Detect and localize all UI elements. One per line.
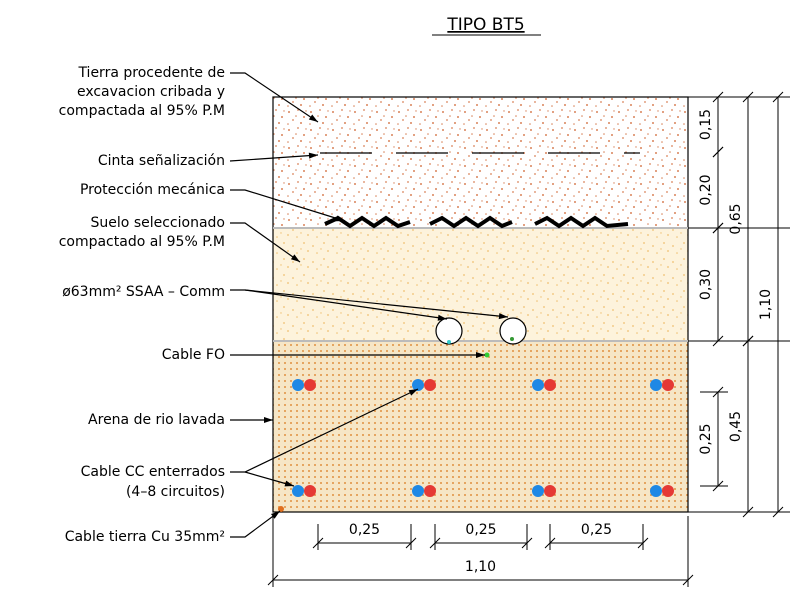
layer-topsoil xyxy=(273,97,688,228)
dimension-label: 1,10 xyxy=(758,289,774,320)
cable-pos xyxy=(662,485,674,497)
dimension-label: 0,25 xyxy=(581,522,612,538)
cable-neg xyxy=(292,379,304,391)
dimension-tick xyxy=(637,537,649,549)
dimension-tick xyxy=(544,537,556,549)
dimension-tick xyxy=(742,506,754,518)
label: Cable CC enterrados xyxy=(81,464,225,480)
cable-pos xyxy=(424,379,436,391)
dimension-tick xyxy=(405,537,417,549)
leader-line xyxy=(230,189,346,222)
title: TIPO BT5 xyxy=(446,15,524,35)
cable-pos xyxy=(544,379,556,391)
label: Protección mecánica xyxy=(80,182,225,198)
leader-line xyxy=(230,72,319,123)
label: compactado al 95% P.M xyxy=(59,234,225,250)
cable-pos xyxy=(662,379,674,391)
label: ø63mm² SSAA – Comm xyxy=(62,284,225,300)
cable-neg xyxy=(412,485,424,497)
dimension-tick xyxy=(712,335,724,347)
cable-neg xyxy=(532,379,544,391)
dimension-tick xyxy=(772,506,784,518)
dimension-label: 0,45 xyxy=(728,411,744,442)
cable-neg xyxy=(292,485,304,497)
dimension-tick xyxy=(712,146,724,158)
dimension-tick xyxy=(712,222,724,234)
arrowhead xyxy=(308,114,318,122)
dimension-tick xyxy=(712,91,724,103)
label: Cable FO xyxy=(162,347,225,363)
cable-neg xyxy=(532,485,544,497)
dimension-tick xyxy=(772,91,784,103)
leader-line xyxy=(244,289,509,318)
arrowhead xyxy=(498,313,508,320)
dimension-tick xyxy=(712,480,724,492)
label: Arena de rio lavada xyxy=(88,412,225,428)
fiber-cable xyxy=(484,352,490,358)
layer-sand xyxy=(273,341,688,512)
label: Cinta señalización xyxy=(98,153,225,169)
cable-neg xyxy=(412,379,424,391)
layer-selected-soil xyxy=(273,228,688,341)
arrowhead xyxy=(476,352,485,358)
arrowhead xyxy=(264,417,273,423)
dimension-tick xyxy=(267,574,279,586)
cable-pos xyxy=(424,485,436,497)
cable-pos xyxy=(304,379,316,391)
dimension-tick xyxy=(712,386,724,398)
cc-cables xyxy=(292,379,674,497)
leader-line xyxy=(229,154,319,162)
cable-pos xyxy=(304,485,316,497)
leader-line xyxy=(230,510,281,538)
arrowhead xyxy=(335,215,345,222)
arrowhead xyxy=(437,314,447,321)
conduit xyxy=(499,317,527,345)
dimension-label: 0,25 xyxy=(465,522,496,538)
label: Tierra procedente de xyxy=(77,65,225,81)
dimension-label: 1,10 xyxy=(465,559,496,575)
dimension-label: 0,65 xyxy=(728,203,744,234)
dimension-tick xyxy=(682,574,694,586)
dimension-label: 0,15 xyxy=(698,109,714,140)
dimension-tick xyxy=(521,537,533,549)
dimension-tick xyxy=(742,335,754,347)
dimension-tick xyxy=(312,537,324,549)
leader-line xyxy=(230,222,301,263)
label: Suelo seleccionado xyxy=(91,215,225,231)
label: compactada al 95% P.M xyxy=(59,103,225,119)
earth-cable xyxy=(278,506,284,512)
dimension-tick xyxy=(742,91,754,103)
conduit-cable xyxy=(510,337,514,341)
cable-neg xyxy=(650,485,662,497)
dimension-label: 0,25 xyxy=(698,423,714,454)
label: (4–8 circuitos) xyxy=(126,484,225,500)
arrowhead xyxy=(290,254,300,262)
trench-outline xyxy=(272,96,689,513)
label: excavacion cribada y xyxy=(77,84,225,100)
arrowhead xyxy=(308,152,318,159)
arrowhead xyxy=(284,480,294,487)
dimension-tick xyxy=(429,537,441,549)
cable-pos xyxy=(544,485,556,497)
label: Cable tierra Cu 35mm² xyxy=(65,529,225,545)
dimension-label: 0,20 xyxy=(698,174,714,205)
dimension-label: 0,25 xyxy=(349,522,380,538)
conduit-cable xyxy=(447,340,451,344)
dimension-label: 0,30 xyxy=(698,269,714,300)
cable-neg xyxy=(650,379,662,391)
arrowhead xyxy=(408,389,418,396)
